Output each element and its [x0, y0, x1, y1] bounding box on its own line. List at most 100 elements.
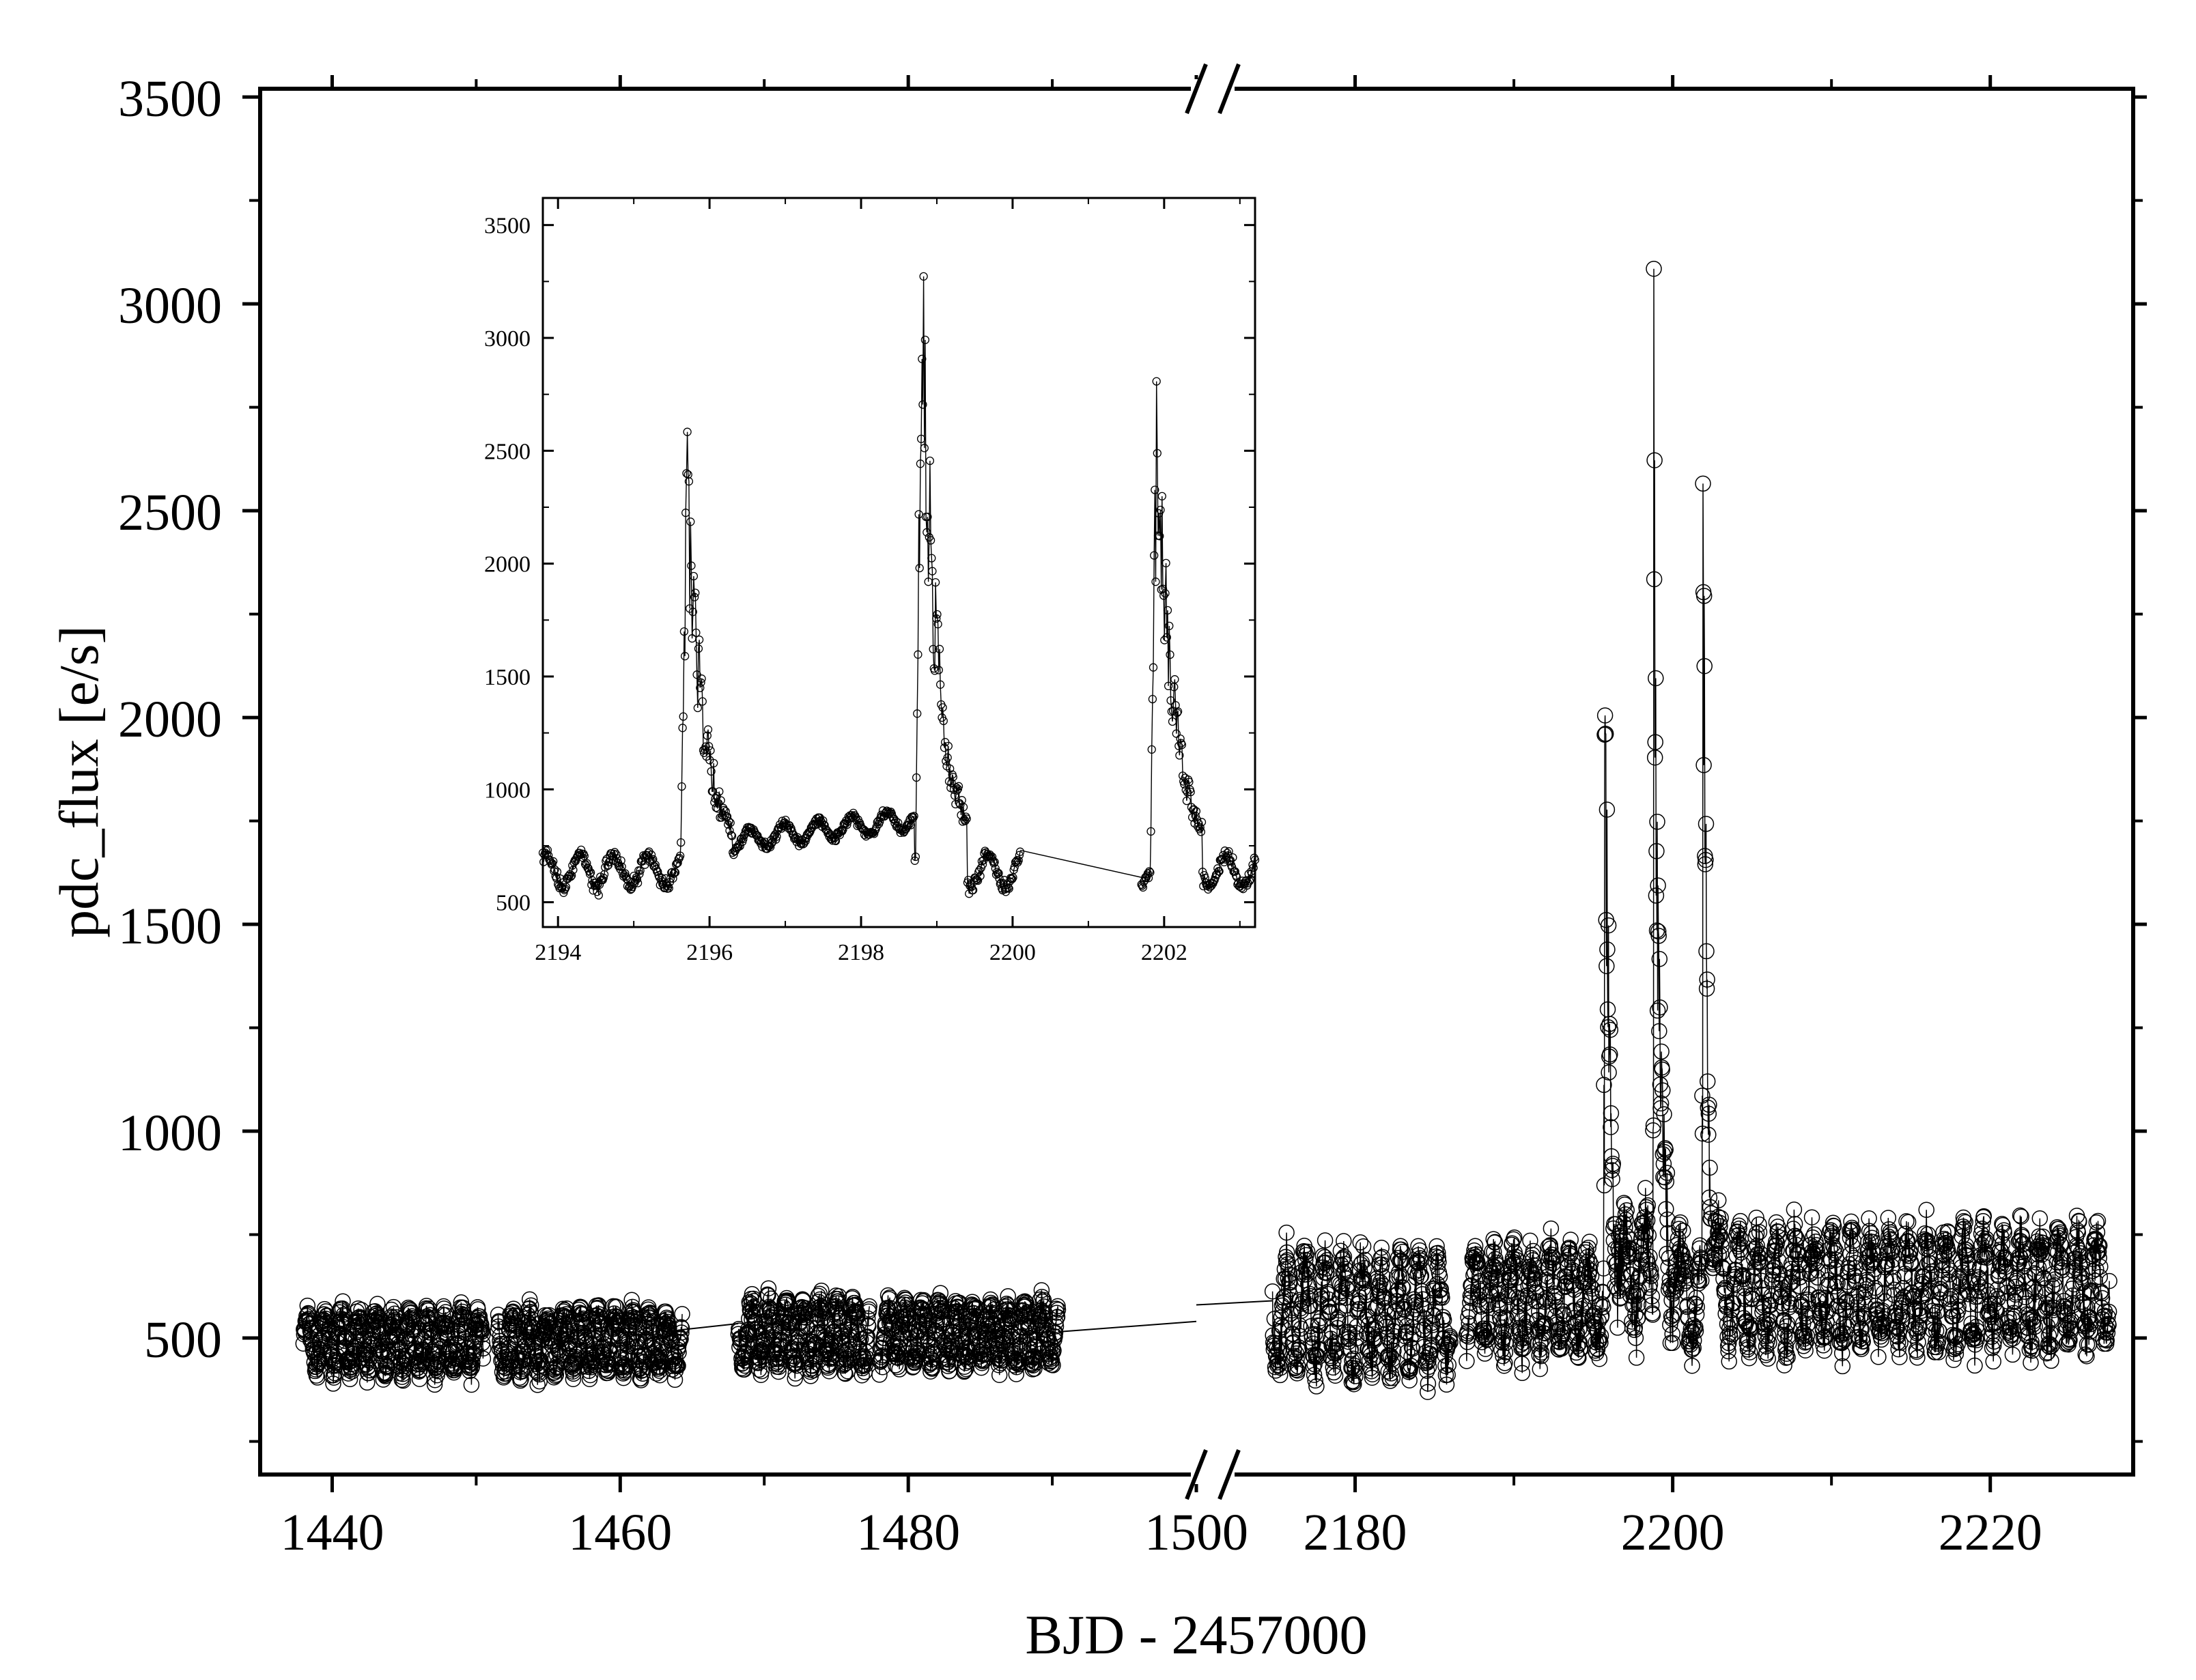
data-point [1325, 1364, 1342, 1381]
data-point [1336, 1249, 1353, 1265]
data-point [1299, 1276, 1317, 1292]
data-point [744, 1302, 761, 1320]
data-point [1336, 1233, 1352, 1249]
data-point [521, 1291, 538, 1308]
data-point [1433, 1281, 1449, 1298]
data-point [1342, 1341, 1360, 1358]
data-point [1026, 1361, 1043, 1377]
data-point [901, 1324, 918, 1341]
data-point [1044, 1345, 1060, 1361]
data-point [473, 1315, 489, 1332]
data-point [1305, 1358, 1322, 1376]
data-point [1299, 1243, 1316, 1260]
data-point [1283, 1314, 1300, 1330]
data-point [1312, 1310, 1329, 1326]
data-point [1414, 1291, 1431, 1307]
data-point [1404, 1340, 1421, 1357]
data-point [817, 1328, 833, 1346]
data-point [761, 1300, 778, 1317]
data-point [1334, 1285, 1350, 1302]
data-point [1440, 1356, 1457, 1373]
data-point [931, 1293, 948, 1310]
data-point [1384, 1369, 1401, 1386]
data-point [1403, 1330, 1419, 1348]
data-point [1300, 1262, 1317, 1279]
data-point [993, 1347, 1009, 1364]
data-point [1416, 1300, 1433, 1317]
data-point [810, 1300, 826, 1316]
data-point [1461, 1315, 1477, 1332]
data-point [795, 1292, 811, 1308]
data-segment-5 [1458, 260, 1722, 1382]
data-point [449, 1336, 465, 1352]
data-point [453, 1305, 470, 1322]
data-point [559, 1300, 575, 1317]
data-point [1278, 1253, 1295, 1270]
data-point [1394, 1279, 1411, 1296]
data-point [1373, 1239, 1390, 1256]
data-point [421, 1307, 438, 1324]
data-point [1307, 1372, 1323, 1389]
data-point [1411, 1262, 1428, 1279]
data-point [670, 1357, 686, 1374]
data-point [634, 1365, 651, 1382]
data-point [1437, 1348, 1454, 1364]
data-segment-2 [730, 1280, 877, 1387]
inset-background [543, 198, 1255, 927]
data-point [1459, 1353, 1475, 1369]
data-point [821, 1363, 838, 1380]
data-point [350, 1300, 367, 1317]
data-point [884, 1322, 900, 1338]
data-point [1431, 1268, 1448, 1285]
data-point [1400, 1364, 1417, 1380]
data-point [973, 1359, 989, 1376]
data-point [1442, 1334, 1459, 1350]
data-point [1379, 1304, 1395, 1321]
data-point [841, 1340, 857, 1357]
data-point [1348, 1330, 1365, 1347]
data-point [1376, 1294, 1392, 1310]
data-point [815, 1300, 832, 1317]
data-point [951, 1294, 968, 1311]
data-segment-4 [1264, 1224, 1459, 1400]
data-point [1374, 1256, 1390, 1272]
data-point [1441, 1328, 1459, 1345]
data-point [1271, 1367, 1289, 1384]
data-point [1393, 1241, 1409, 1258]
data-point [618, 1358, 634, 1376]
data-point [1374, 1249, 1391, 1265]
data-point [1480, 1320, 1496, 1337]
data-point [405, 1319, 422, 1335]
data-point [1429, 1259, 1446, 1275]
data-point [1289, 1351, 1305, 1367]
data-point [1317, 1249, 1333, 1266]
data-point [746, 1293, 762, 1309]
data-point [1011, 1341, 1028, 1358]
data-point [1486, 1258, 1503, 1275]
data-point [513, 1371, 529, 1388]
data-point [849, 1305, 866, 1322]
data-point [1045, 1342, 1062, 1359]
data-point [858, 1334, 875, 1351]
data-point [1405, 1326, 1422, 1343]
data-point [1472, 1282, 1489, 1299]
data-point [1320, 1291, 1337, 1308]
data-point [1420, 1358, 1437, 1376]
y-tick-label: 3500 [118, 70, 222, 128]
data-point [829, 1300, 845, 1317]
data-point [1047, 1324, 1064, 1341]
data-point [661, 1320, 677, 1337]
data-point [1284, 1326, 1301, 1342]
data-point [899, 1321, 916, 1338]
data-point [1050, 1301, 1067, 1318]
data-point [1355, 1271, 1372, 1288]
data-point [308, 1358, 324, 1375]
data-point [1340, 1324, 1356, 1340]
data-point [859, 1310, 876, 1327]
data-point [577, 1333, 593, 1350]
y-tick-label: 1500 [118, 898, 222, 955]
data-point [572, 1298, 589, 1315]
data-point [935, 1315, 952, 1331]
data-point [1306, 1367, 1323, 1383]
